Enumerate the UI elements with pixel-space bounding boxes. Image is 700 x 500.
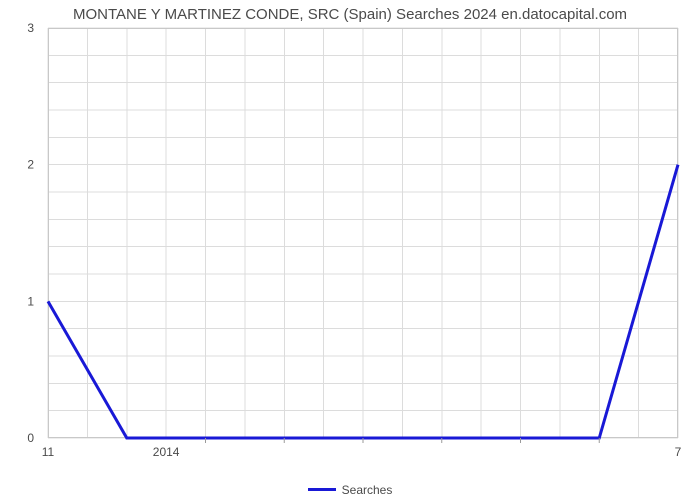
svg-text:1: 1: [27, 294, 34, 308]
legend-item-searches: Searches: [308, 483, 393, 497]
legend-swatch: [308, 488, 336, 491]
svg-text:11: 11: [42, 445, 55, 459]
chart-container: MONTANE Y MARTINEZ CONDE, SRC (Spain) Se…: [0, 0, 700, 500]
chart-title: MONTANE Y MARTINEZ CONDE, SRC (Spain) Se…: [0, 6, 700, 23]
legend-label: Searches: [342, 483, 393, 497]
svg-text:7: 7: [675, 445, 682, 459]
svg-text:2014: 2014: [153, 445, 180, 459]
svg-text:2: 2: [27, 158, 34, 172]
svg-text:3: 3: [27, 21, 34, 35]
svg-text:0: 0: [27, 431, 34, 445]
line-chart: 01231120147: [48, 28, 678, 438]
legend: Searches: [0, 478, 700, 497]
